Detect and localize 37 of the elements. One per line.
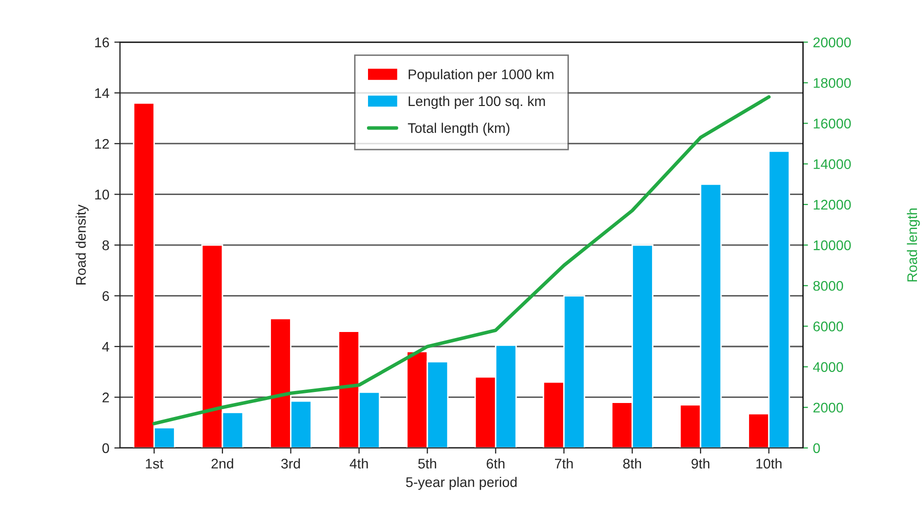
x-tick-label: 4th bbox=[350, 458, 368, 469]
y-tick-label: 2 bbox=[102, 392, 109, 402]
y2-tick-label: 20000 bbox=[813, 37, 851, 48]
x-tick-label: 9th bbox=[692, 458, 710, 469]
y-tick-label: 14 bbox=[95, 88, 110, 98]
x-tick-label: 7th bbox=[555, 458, 573, 469]
x-tick-label: 10th bbox=[756, 458, 782, 469]
y2-axis-title: Road length bbox=[906, 208, 920, 282]
y2-tick-label: 8000 bbox=[813, 280, 844, 291]
y2-tick-label: 0 bbox=[813, 443, 820, 454]
y2-tick-label: 10000 bbox=[814, 240, 851, 250]
y-tick-label: 16 bbox=[95, 37, 109, 48]
legend-label: Total length (km) bbox=[408, 122, 510, 136]
y-tick-label: 8 bbox=[102, 240, 109, 250]
x-axis-title: 5-year plan period bbox=[406, 476, 517, 490]
x-tick-label: 5th bbox=[418, 458, 436, 469]
y2-tick-label: 4000 bbox=[813, 362, 844, 372]
y2-tick-label: 6000 bbox=[813, 322, 844, 332]
x-tick-label: 1st bbox=[146, 458, 164, 469]
y2-tick-label: 18000 bbox=[814, 78, 851, 88]
y-axis-title: Road density bbox=[76, 204, 89, 284]
y-tick-label: 4 bbox=[102, 342, 110, 352]
line-series bbox=[152, 95, 771, 426]
y2-tick-label: 14000 bbox=[814, 159, 851, 170]
y2-tick-label: 16000 bbox=[814, 118, 851, 128]
legend-label: Population per 1000 km bbox=[408, 69, 554, 82]
legend-label: Length per 100 sq. km bbox=[408, 96, 545, 109]
y2-tick-label: 2000 bbox=[813, 402, 844, 413]
y-tick-label: 6 bbox=[102, 291, 109, 301]
y-tick-label: 0 bbox=[102, 443, 110, 454]
x-tick-label: 8th bbox=[623, 458, 642, 469]
y2-tick-label: 12000 bbox=[814, 200, 851, 210]
x-tick-label: 2nd bbox=[212, 458, 234, 469]
x-tick-label: 3rd bbox=[281, 458, 300, 469]
x-tick-label: 6th bbox=[486, 458, 504, 469]
y-tick-label: 10 bbox=[95, 190, 110, 200]
y-tick-label: 12 bbox=[95, 138, 109, 149]
